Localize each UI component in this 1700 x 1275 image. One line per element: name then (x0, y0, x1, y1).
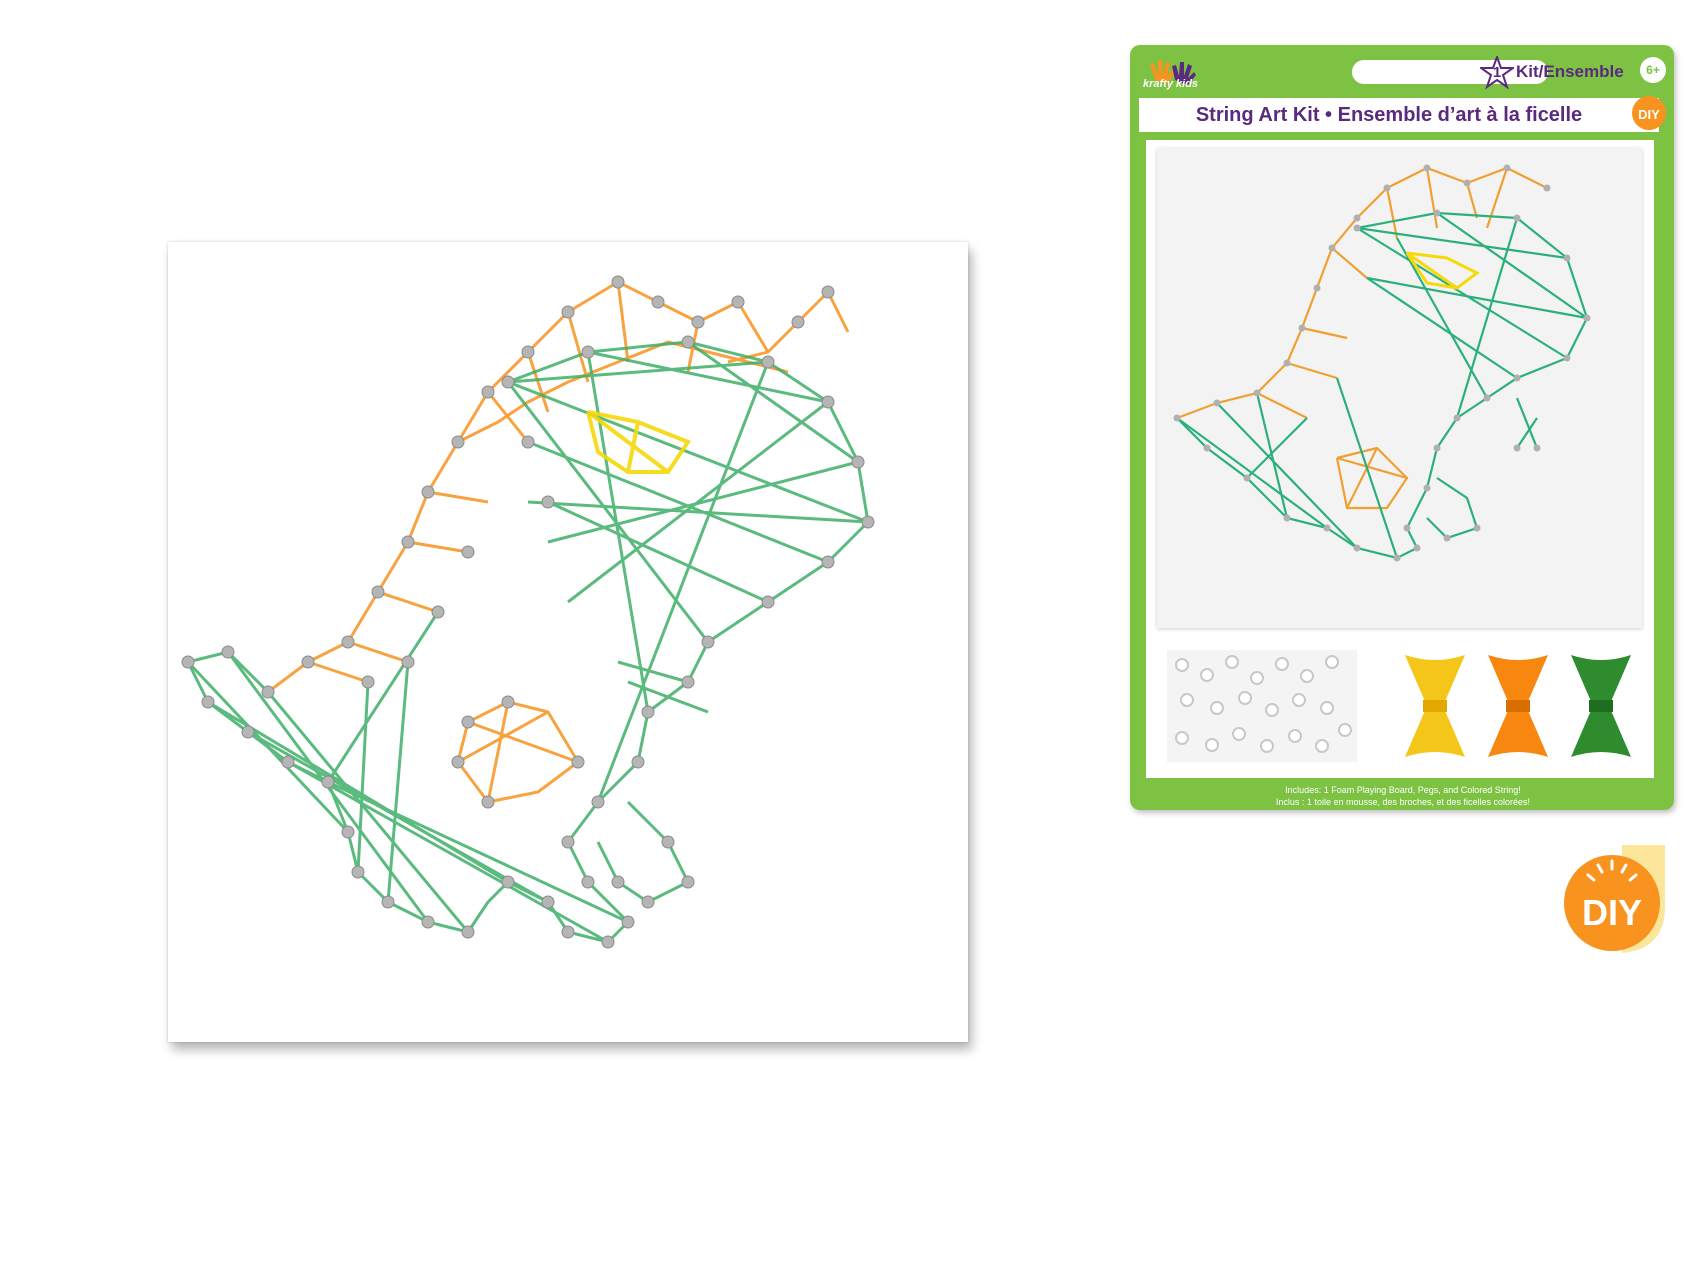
includes-french: Inclus : 1 toile en mousse, des broches,… (1275, 797, 1531, 807)
string-art-board (168, 242, 968, 1042)
pegs-pile-icon (1167, 650, 1357, 762)
age-badge: 6+ (1640, 57, 1666, 83)
hands-logo-icon (1150, 60, 1196, 85)
title-banner (1139, 98, 1659, 132)
diy-large-label: DIY (1582, 892, 1642, 933)
diy-sun-badge-icon: DIY (1564, 845, 1665, 953)
star-badge-icon (1480, 56, 1514, 90)
includes-english: Includes: 1 Foam Playing Board, Pegs, an… (1285, 785, 1521, 795)
kit-count-number: 1 (1492, 64, 1502, 81)
hang-hole (1352, 60, 1548, 84)
dinosaur-preview-art (1173, 164, 1591, 562)
product-title: String Art Kit • Ensemble d’art à la fic… (1195, 104, 1583, 126)
yellow-string-bundle-icon (1405, 655, 1465, 757)
green-string-bundle-icon (1571, 655, 1631, 757)
diy-badge-small: DIY (1632, 96, 1666, 130)
package-preview-board (1157, 148, 1642, 628)
dinosaur-string-art (181, 275, 875, 949)
kit-count-label: Kit/Ensemble (1516, 62, 1624, 81)
orange-string-bundle-icon (1488, 655, 1548, 757)
brand-name: krafty kids (1143, 78, 1199, 90)
includes-text: Includes: 1 Foam Playing Board, Pegs, an… (1139, 784, 1667, 808)
